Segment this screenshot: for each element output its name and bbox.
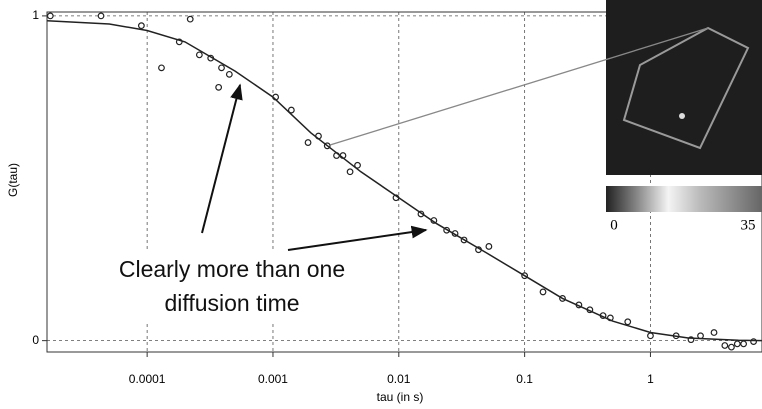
data-point xyxy=(304,139,312,146)
data-point xyxy=(740,340,748,348)
colorbar xyxy=(606,186,762,212)
x-tick-label: 0.0001 xyxy=(129,372,166,386)
data-point xyxy=(46,12,54,20)
colorbar-label: 35 xyxy=(741,217,756,233)
x-tick-label: 0.01 xyxy=(387,372,411,386)
annotation-arrow xyxy=(201,83,243,234)
inset-image xyxy=(606,0,762,212)
y-axis-label: G(tau) xyxy=(6,163,20,197)
data-point xyxy=(710,329,718,336)
data-point xyxy=(158,64,165,72)
data-point xyxy=(186,15,194,23)
x-tick-label: 0.1 xyxy=(516,372,533,386)
data-point xyxy=(97,12,105,20)
x-axis-label: tau (in s) xyxy=(377,390,424,404)
data-point xyxy=(733,340,741,348)
data-point xyxy=(215,83,223,91)
annotation: diffusion time xyxy=(164,290,299,316)
plot-frame xyxy=(46,11,762,353)
colorbar-label: 0 xyxy=(610,217,618,233)
data-point xyxy=(287,106,295,114)
data-point xyxy=(354,161,361,169)
inset-cell-outline xyxy=(622,26,750,150)
inset-pointer xyxy=(329,27,709,146)
annotation: Clearly more than one xyxy=(119,256,345,282)
data-point xyxy=(721,342,729,349)
y-tick-label: 0 xyxy=(32,333,39,347)
x-tick-label: 0.001 xyxy=(258,372,288,386)
inset-background xyxy=(606,0,762,175)
data-point xyxy=(647,332,654,340)
data-point xyxy=(485,243,493,250)
annotation-arrow xyxy=(287,225,428,251)
plot-area: 0.0001 0.001 0.01 0.1 1 0 1 xyxy=(32,8,762,386)
y-tick-label: 1 xyxy=(32,8,39,22)
data-point xyxy=(218,64,225,72)
annotation-background xyxy=(68,252,398,324)
data-point xyxy=(750,338,757,346)
data-point xyxy=(195,51,203,59)
data-point xyxy=(624,318,632,326)
data-point xyxy=(137,22,145,30)
fit-line xyxy=(46,20,762,342)
inset-spot xyxy=(679,113,685,119)
data-point xyxy=(728,343,735,351)
x-tick-label: 1 xyxy=(647,372,654,386)
data-point xyxy=(346,168,354,176)
data-point xyxy=(539,288,547,296)
data-point xyxy=(225,70,233,78)
